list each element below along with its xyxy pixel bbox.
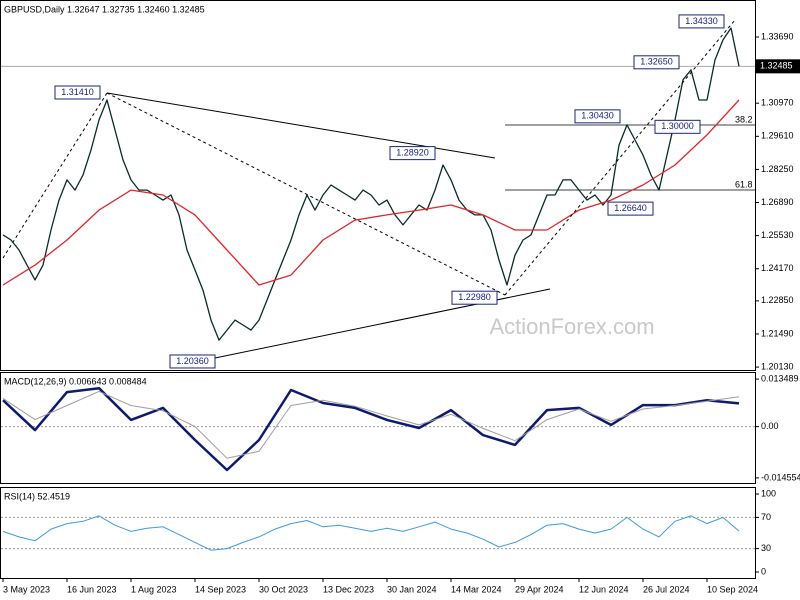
trend-line — [2, 92, 108, 259]
x-tick-label: 3 May 2023 — [3, 584, 50, 594]
y-tick-label: 1.22850 — [761, 295, 794, 305]
current-price-label: 1.32485 — [760, 61, 793, 71]
panel-title: MACD(12,26,9) 0.006643 0.008484 — [4, 376, 147, 386]
price-annotation: 1.30000 — [661, 121, 694, 131]
x-tick-label: 12 Jun 2024 — [579, 584, 629, 594]
y-tick-label: 1.26890 — [761, 197, 794, 207]
price-annotation-box — [574, 109, 621, 124]
y-tick-label: 0.013489 — [761, 373, 799, 383]
x-tick-label: 13 Dec 2023 — [323, 584, 374, 594]
y-tick-label: 1.24170 — [761, 263, 794, 273]
y-tick-label: -0.014554 — [761, 472, 800, 482]
x-tick-label: 1 Aug 2023 — [131, 584, 177, 594]
fib-label: 61.8 — [735, 179, 753, 189]
y-tick-label: 1.29610 — [761, 131, 794, 141]
x-tick-label: 10 Sep 2024 — [707, 584, 758, 594]
y-tick-label: 0 — [761, 566, 766, 576]
price-annotation-box — [633, 55, 680, 70]
price-annotation-box — [451, 290, 498, 305]
x-tick-label: 14 Sep 2023 — [195, 584, 246, 594]
price-annotation: 1.32650 — [640, 57, 673, 67]
series-line — [2, 386, 740, 472]
panel-frame — [0, 372, 756, 484]
price-annotation: 1.28920 — [396, 147, 429, 157]
y-tick-label: 1.21490 — [761, 328, 794, 338]
series-line — [2, 390, 740, 459]
x-tick-label: 16 Jun 2023 — [67, 584, 117, 594]
y-tick-label: 100 — [761, 488, 776, 498]
y-tick-label: 1.28250 — [761, 164, 794, 174]
series-line — [2, 27, 740, 341]
x-tick-label: 14 Mar 2024 — [451, 584, 502, 594]
y-tick-label: 70 — [761, 512, 771, 522]
y-tick-label: 1.30970 — [761, 98, 794, 108]
y-tick-label: 1.20130 — [761, 361, 794, 371]
trend-line — [106, 92, 506, 296]
panel-title: GBPUSD,Daily 1.32647 1.32735 1.32460 1.3… — [4, 4, 205, 14]
y-tick-label: 0.00 — [761, 421, 779, 431]
y-tick-label: 1.25530 — [761, 230, 794, 240]
price-annotation-box — [389, 146, 436, 161]
panel-title: RSI(14) 52.4519 — [4, 491, 70, 501]
series-line — [2, 99, 740, 286]
price-annotation: 1.20360 — [176, 356, 209, 366]
y-tick-label: 1.33690 — [761, 31, 794, 41]
price-annotation-box — [678, 14, 725, 29]
price-annotation: 1.31410 — [61, 87, 94, 97]
panel-frame — [0, 0, 756, 371]
watermark: ActionForex.com — [489, 314, 654, 339]
price-annotation: 1.22980 — [458, 292, 491, 302]
fib-label: 38.2 — [735, 114, 753, 124]
x-tick-label: 30 Oct 2023 — [259, 584, 308, 594]
price-annotation-box — [169, 354, 216, 369]
price-annotation-box — [654, 119, 701, 134]
x-tick-label: 26 Jul 2024 — [643, 584, 690, 594]
x-tick-label: 30 Jan 2024 — [387, 584, 437, 594]
panel-frame — [0, 487, 756, 579]
price-annotation-box — [607, 201, 654, 216]
price-annotation: 1.26640 — [614, 203, 647, 213]
price-annotation-box — [54, 85, 101, 100]
current-price-box — [756, 59, 800, 74]
x-tick-label: 29 Apr 2024 — [515, 584, 564, 594]
series-line — [2, 515, 740, 551]
price-annotation: 1.30430 — [581, 111, 614, 121]
price-annotation: 1.34330 — [685, 16, 718, 26]
y-tick-label: 30 — [761, 543, 771, 553]
